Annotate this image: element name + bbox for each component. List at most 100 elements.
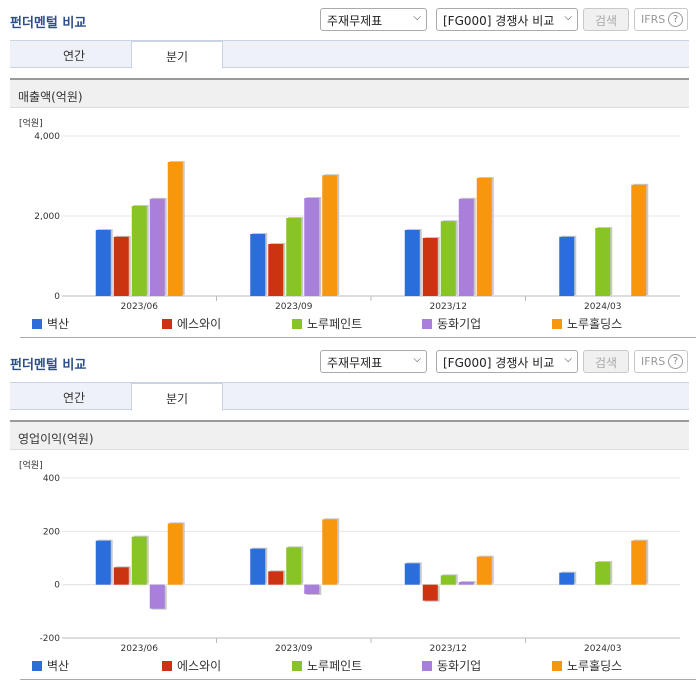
- bar: [95, 230, 111, 296]
- legend-item[interactable]: 동화기업: [422, 315, 481, 331]
- bar: [286, 218, 302, 296]
- compare-select[interactable]: [FG000] 경쟁사 비교 ⌵: [436, 350, 578, 373]
- x-tick-label: 2024/03: [584, 644, 621, 654]
- compare-select-value: [FG000] 경쟁사 비교: [443, 14, 555, 28]
- bar: [631, 540, 647, 585]
- legend-label: 동화기업: [437, 317, 482, 331]
- bar: [286, 547, 302, 585]
- x-tick-label: 2023/12: [430, 302, 467, 312]
- chevron-down-icon: ⌵: [564, 354, 572, 365]
- bar: [476, 556, 492, 585]
- statement-select[interactable]: 주재무제표 ⌵: [320, 8, 427, 31]
- bar: [440, 221, 456, 296]
- legend-swatch: [162, 660, 172, 671]
- search-button[interactable]: 검색: [583, 8, 629, 31]
- legend-swatch: [32, 660, 42, 671]
- revenue-chart: [억원] 0 2,000 4,000 2023/06 2023/09 2023/12 202…: [10, 112, 696, 338]
- help-icon[interactable]: ?: [668, 12, 683, 27]
- operating-income-chart: [억원] -200 0 200 400 2023/06 2023/09 2023/12 202…: [10, 454, 696, 680]
- panel-title: 펀더멘털 비교: [10, 16, 87, 31]
- x-tick-label: 2023/06: [121, 302, 159, 312]
- bar: [268, 244, 284, 296]
- divider: [20, 337, 696, 338]
- legend-item[interactable]: 노루홀딩스: [552, 315, 622, 331]
- ifrs-button[interactable]: IFRS ?: [634, 8, 688, 31]
- legend-swatch: [292, 660, 302, 671]
- bar: [595, 562, 611, 585]
- legend-swatch: [422, 660, 432, 671]
- y-tick-label: 400: [43, 474, 60, 484]
- y-tick-label: 2,000: [34, 212, 60, 222]
- y-tick-label: 200: [43, 527, 60, 537]
- y-unit-label: [억원]: [19, 119, 43, 129]
- x-tick-label: 2023/06: [121, 644, 159, 654]
- legend-item[interactable]: 노루페인트: [292, 657, 362, 673]
- chart-legend: 벽산 에스와이 노루페인트 동화기업 노루홀딩스: [32, 315, 672, 331]
- legend-item[interactable]: 에스와이: [162, 657, 221, 673]
- y-tick-label: 4,000: [34, 132, 60, 142]
- legend-item[interactable]: 벽산: [32, 315, 69, 331]
- period-tabs: 연간 분기: [10, 40, 689, 69]
- legend-item[interactable]: 에스와이: [162, 315, 221, 331]
- x-tick-label: 2023/09: [275, 302, 313, 312]
- panel-header: 펀더멘털 비교 주재무제표 ⌵ [FG000] 경쟁사 비교 ⌵ 검색 IFRS…: [0, 342, 696, 378]
- legend-item[interactable]: 동화기업: [422, 657, 481, 673]
- legend-swatch: [32, 318, 42, 329]
- statement-select[interactable]: 주재무제표 ⌵: [320, 350, 427, 373]
- operating-income-chart-svg: -200 0 200 400 2023/06 2023/09 2023/12 2024/03: [40, 474, 680, 654]
- legend-label: 노루페인트: [307, 659, 363, 673]
- bar: [440, 575, 456, 585]
- tab-annual[interactable]: 연간: [62, 391, 86, 405]
- search-button[interactable]: 검색: [583, 350, 629, 373]
- x-tick-label: 2023/09: [275, 644, 313, 654]
- bar: [322, 175, 338, 296]
- legend-label: 노루홀딩스: [567, 659, 623, 673]
- ifrs-label: IFRS: [641, 13, 666, 26]
- x-tick-label: 2024/03: [584, 302, 621, 312]
- bar: [250, 548, 266, 585]
- bar: [458, 582, 474, 585]
- legend-label: 벽산: [47, 659, 70, 673]
- compare-select[interactable]: [FG000] 경쟁사 비교 ⌵: [436, 8, 578, 31]
- bar: [250, 234, 266, 296]
- legend-item[interactable]: 노루페인트: [292, 315, 362, 331]
- tab-quarterly[interactable]: 분기: [131, 41, 223, 69]
- bar: [422, 238, 438, 296]
- legend-item[interactable]: 벽산: [32, 657, 69, 673]
- y-tick-label: 0: [54, 292, 60, 302]
- y-tick-label: 0: [54, 581, 60, 591]
- bar: [559, 236, 575, 296]
- tab-quarterly[interactable]: 분기: [131, 383, 223, 411]
- y-unit-label: [억원]: [19, 461, 43, 471]
- chart-legend: 벽산 에스와이 노루페인트 동화기업 노루홀딩스: [32, 657, 672, 673]
- chevron-down-icon: ⌵: [413, 12, 421, 23]
- bar: [167, 162, 183, 296]
- bar: [458, 198, 474, 296]
- bar: [167, 523, 183, 585]
- chevron-down-icon: ⌵: [564, 12, 572, 23]
- bar: [149, 584, 165, 609]
- fundamental-panel-revenue: 펀더멘털 비교 주재무제표 ⌵ [FG000] 경쟁사 비교 ⌵ 검색 IFRS…: [0, 0, 696, 338]
- bar: [304, 198, 320, 296]
- bar: [476, 178, 492, 296]
- legend-item[interactable]: 노루홀딩스: [552, 657, 622, 673]
- legend-swatch: [552, 318, 562, 329]
- help-icon[interactable]: ?: [668, 354, 683, 369]
- panel-header: 펀더멘털 비교 주재무제표 ⌵ [FG000] 경쟁사 비교 ⌵ 검색 IFRS…: [0, 0, 696, 36]
- ifrs-button[interactable]: IFRS ?: [634, 350, 688, 373]
- bar: [422, 584, 438, 601]
- bar: [131, 206, 147, 296]
- section-header: 매출액(억원): [10, 78, 689, 108]
- legend-label: 에스와이: [177, 317, 222, 331]
- legend-label: 노루홀딩스: [567, 317, 623, 331]
- bar: [404, 563, 420, 585]
- legend-label: 노루페인트: [307, 317, 363, 331]
- tab-annual[interactable]: 연간: [62, 49, 86, 63]
- y-tick-label: -200: [40, 634, 61, 644]
- panel-title: 펀더멘털 비교: [10, 358, 87, 373]
- legend-label: 벽산: [47, 317, 70, 331]
- bar: [631, 184, 647, 296]
- bar: [149, 198, 165, 296]
- chevron-down-icon: ⌵: [413, 354, 421, 365]
- divider: [20, 679, 696, 680]
